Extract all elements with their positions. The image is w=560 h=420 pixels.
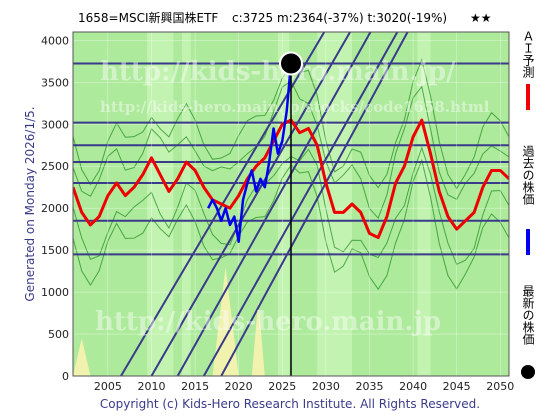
yellow-band: [73, 338, 91, 376]
y-tick-label: 2500: [41, 160, 69, 173]
chart-stats: c:3725 m:2364(-37%) t:3020(-19%): [232, 11, 447, 25]
light-band: [277, 32, 290, 376]
light-band: [317, 32, 353, 376]
y-tick-label: 500: [48, 328, 69, 341]
x-tick-label: 2050: [486, 380, 514, 393]
watermark-text: http://kids-hero.main.jp/: [100, 57, 456, 87]
light-band: [417, 32, 431, 376]
light-band: [182, 32, 191, 376]
x-tick-label: 2015: [181, 380, 209, 393]
trend-line: [176, 32, 372, 376]
y-tick-label: 4000: [41, 34, 69, 47]
x-tick-label: 2045: [443, 380, 471, 393]
generated-date-label: Generated on Monday 2026/1/5.: [23, 106, 37, 301]
x-tick-label: 2025: [268, 380, 296, 393]
trend-line: [120, 32, 326, 376]
legend-label: ＡＩ予測: [521, 30, 535, 79]
x-tick-label: 2020: [225, 380, 253, 393]
watermark-text: http://kids-hero.main.jp/stocks/code1658…: [100, 98, 490, 116]
y-tick-label: 3000: [41, 118, 69, 131]
plot-area: http://kids-hero.main.jp/http://kids-her…: [73, 32, 509, 376]
y-tick-label: 3500: [41, 76, 69, 89]
copyright-footer: Copyright (c) Kids-Hero Research Institu…: [100, 397, 480, 411]
y-tick-label: 0: [62, 370, 69, 383]
chart-title: 1658=MSCI新興国株ETF: [78, 10, 218, 25]
x-tick-label: 2030: [312, 380, 340, 393]
legend-label: 過去の株価: [521, 145, 535, 205]
watermark-text: http://kids-hero.main.jp: [95, 307, 441, 337]
yellow-band: [251, 300, 265, 376]
x-tick-label: 2010: [137, 380, 165, 393]
y-tick-label: 1500: [41, 244, 69, 257]
trend-line: [150, 32, 352, 376]
x-tick-label: 2040: [399, 380, 427, 393]
x-tick-label: 2035: [355, 380, 383, 393]
trend-line: [202, 32, 399, 376]
black-dot-icon: [521, 365, 535, 379]
legend-label: 最新の株価: [521, 285, 535, 345]
y-tick-label: 1000: [41, 286, 69, 299]
trend-line: [220, 32, 409, 376]
plot-frame: [72, 31, 510, 377]
latest-price-point: [279, 51, 303, 76]
y-tick-label: 2000: [41, 202, 69, 215]
past-price-line: [207, 63, 293, 244]
x-tick-label: 2005: [94, 380, 122, 393]
rating-stars: ★★: [470, 11, 492, 25]
